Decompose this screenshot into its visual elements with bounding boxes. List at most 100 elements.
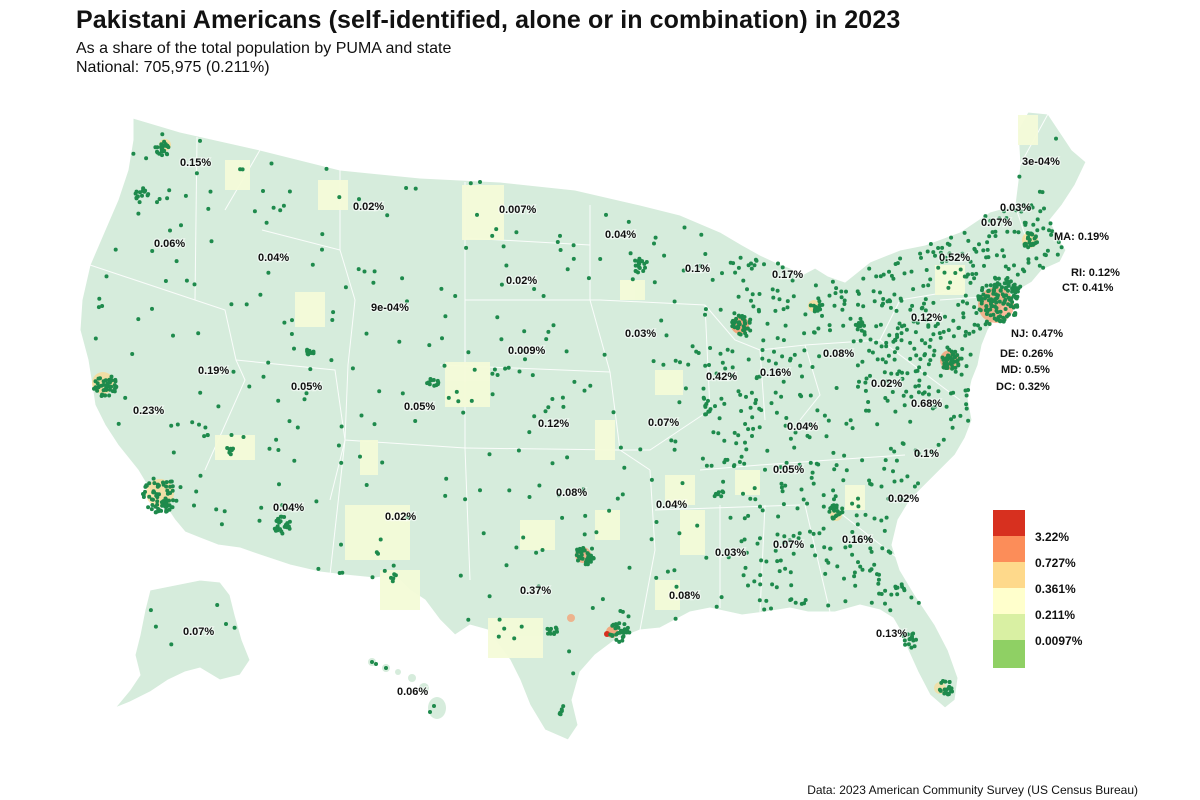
puma-dot — [903, 642, 908, 647]
puma-dot — [112, 389, 117, 394]
puma-dot — [719, 396, 724, 401]
puma-dot — [99, 394, 104, 398]
puma-dot — [988, 307, 993, 312]
puma-dot — [834, 463, 839, 468]
puma-dot — [880, 546, 885, 551]
puma-dot — [908, 419, 913, 424]
puma-dot — [746, 427, 751, 432]
puma-dot — [147, 481, 152, 486]
puma-dot — [443, 493, 448, 498]
puma-dot — [136, 317, 141, 322]
puma-dot — [901, 634, 906, 639]
puma-dot — [198, 473, 203, 478]
puma-dot — [915, 368, 920, 373]
puma-dot — [241, 435, 246, 439]
puma-dot — [487, 452, 492, 457]
puma-dot — [168, 228, 172, 233]
puma-dot — [976, 295, 981, 300]
puma-dot — [720, 271, 724, 276]
state-value-labels: 0.15% 0.06% 0.04% 0.02% 0.007% 0.04% 0.1… — [132, 155, 1122, 700]
puma-dot — [405, 515, 410, 520]
puma-dot — [732, 325, 737, 330]
puma-dot — [472, 367, 477, 372]
puma-dot — [941, 357, 946, 362]
puma-dot — [860, 458, 865, 463]
puma-dot — [908, 340, 913, 345]
puma-dot — [963, 333, 968, 338]
state-label-ia: 0.03% — [625, 328, 656, 340]
puma-dot — [1000, 292, 1005, 297]
puma-dot — [733, 270, 738, 275]
puma-dot — [754, 398, 758, 402]
puma-dot — [945, 357, 950, 362]
puma-dot — [775, 336, 780, 341]
puma-dot — [703, 307, 708, 312]
puma-dot — [1032, 236, 1037, 241]
puma-dot — [902, 323, 907, 328]
puma-dot — [750, 434, 754, 438]
puma-dot — [743, 440, 747, 445]
puma-dot — [850, 426, 855, 431]
puma-dot — [997, 282, 1002, 287]
puma-dot — [153, 624, 158, 629]
puma-dot — [141, 495, 146, 499]
puma-dot — [621, 634, 626, 639]
puma-dot — [495, 315, 500, 320]
puma-dot — [863, 512, 868, 517]
puma-dot — [966, 238, 971, 243]
puma-dot — [454, 389, 459, 394]
puma-dot — [884, 340, 889, 345]
puma-dot — [174, 498, 179, 503]
puma-dot — [784, 460, 789, 465]
puma-dot — [961, 315, 966, 320]
puma-dot — [902, 588, 907, 593]
puma-dot — [947, 680, 952, 684]
puma-dot — [159, 508, 164, 513]
puma-dot — [908, 356, 913, 361]
puma-dot — [93, 336, 98, 341]
puma-dot — [713, 404, 717, 409]
puma-dot — [780, 354, 785, 359]
puma-dot — [165, 196, 170, 201]
puma-dot — [979, 298, 984, 302]
puma-dot — [534, 550, 539, 555]
puma-dot — [192, 503, 196, 508]
puma-dot — [516, 448, 521, 453]
puma-dot — [770, 287, 775, 292]
puma-dot — [919, 338, 924, 343]
puma-dot — [966, 418, 971, 423]
puma-dot — [848, 316, 853, 321]
puma-dot — [844, 421, 849, 426]
puma-dot — [160, 503, 165, 508]
puma-dot — [545, 626, 550, 631]
puma-dot — [659, 318, 664, 323]
puma-dot — [982, 263, 986, 268]
puma-dot — [850, 530, 855, 534]
puma-dot — [198, 138, 202, 143]
puma-dot — [760, 348, 765, 352]
puma-dot — [607, 508, 612, 513]
puma-dot — [905, 371, 910, 376]
puma-dot — [677, 531, 682, 536]
puma-dot — [875, 422, 880, 427]
puma-dot — [372, 269, 377, 274]
puma-dot — [152, 481, 157, 486]
puma-dot — [976, 323, 980, 328]
puma-dot — [374, 662, 378, 666]
puma-dot — [380, 460, 385, 465]
puma-dot — [673, 616, 678, 621]
puma-dot — [755, 541, 760, 546]
puma-dot — [432, 704, 436, 708]
puma-dot — [290, 318, 294, 323]
puma-dot — [789, 583, 794, 588]
puma-dot — [869, 549, 874, 554]
puma-dot — [703, 312, 707, 317]
puma-dot — [987, 234, 992, 239]
puma-dot — [339, 460, 344, 465]
puma-dot — [109, 384, 114, 389]
puma-dot — [942, 363, 947, 368]
puma-dot — [453, 294, 458, 298]
puma-dot — [1009, 303, 1013, 308]
puma-dot — [928, 358, 933, 363]
puma-dot — [881, 272, 886, 277]
